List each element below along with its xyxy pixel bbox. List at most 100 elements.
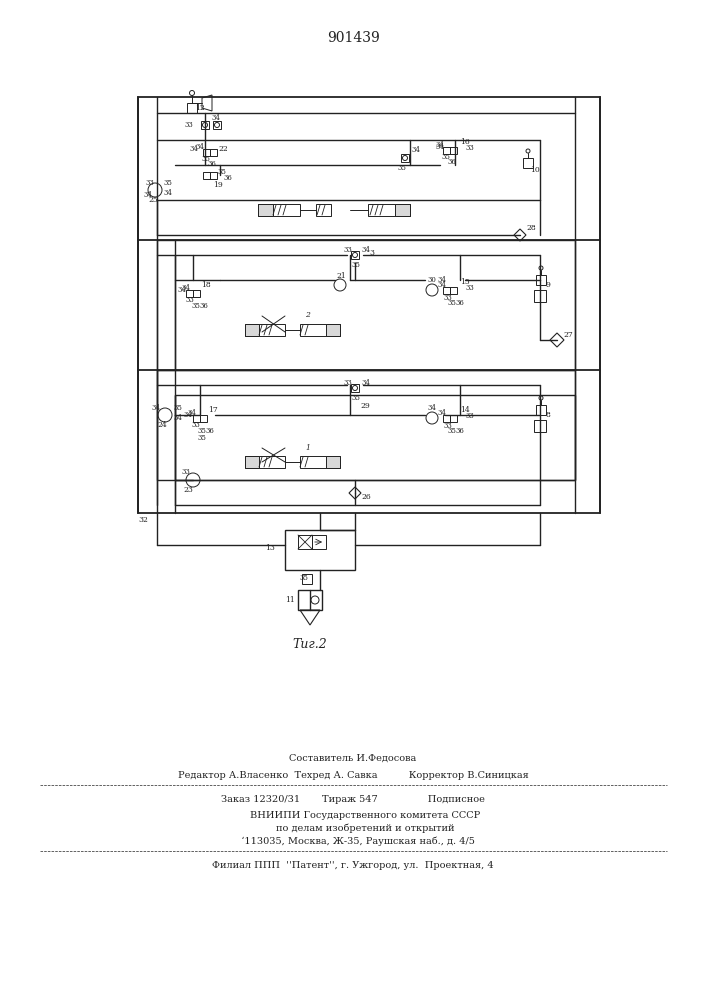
Text: 11: 11 <box>285 596 295 604</box>
Text: 35: 35 <box>191 302 200 310</box>
Text: 35: 35 <box>164 179 173 187</box>
Text: 33: 33 <box>343 379 352 387</box>
Text: 34: 34 <box>173 414 182 422</box>
Bar <box>443 146 450 153</box>
Bar <box>450 414 457 422</box>
Text: 21: 21 <box>336 272 346 280</box>
Bar <box>157 370 575 480</box>
Bar <box>203 172 210 178</box>
Bar <box>258 204 300 216</box>
Bar <box>245 456 259 468</box>
Bar <box>298 590 322 610</box>
Text: 23: 23 <box>183 486 193 494</box>
Text: 34: 34 <box>152 404 161 412</box>
Text: ‘113035, Москва, Ж-35, Раушская наб., д. 4/5: ‘113035, Москва, Ж-35, Раушская наб., д.… <box>232 836 474 846</box>
Bar <box>298 535 312 549</box>
Text: 22: 22 <box>218 145 228 153</box>
Text: 35: 35 <box>448 299 457 307</box>
Text: 35: 35 <box>352 394 361 402</box>
Text: 34: 34 <box>362 246 371 254</box>
Bar <box>523 158 533 168</box>
Text: 9: 9 <box>545 281 550 289</box>
Bar <box>395 204 410 216</box>
Bar <box>536 275 546 285</box>
Text: 33: 33 <box>466 284 474 292</box>
Bar <box>300 324 340 336</box>
Text: 33: 33 <box>443 422 452 430</box>
Bar <box>326 324 340 336</box>
Bar <box>245 324 285 336</box>
Text: 13: 13 <box>265 544 275 552</box>
Bar <box>193 290 200 296</box>
Bar <box>534 290 546 302</box>
Bar <box>443 414 450 422</box>
Text: 1: 1 <box>305 444 310 452</box>
Text: 34: 34 <box>362 379 371 387</box>
Text: 32: 32 <box>138 516 148 524</box>
Text: 33: 33 <box>465 144 474 152</box>
Text: Τиг.2: Τиг.2 <box>293 639 327 652</box>
Bar <box>175 395 575 480</box>
Bar <box>201 121 209 129</box>
Text: 33: 33 <box>443 294 452 302</box>
Bar <box>213 121 221 129</box>
Text: 901439: 901439 <box>327 31 380 45</box>
Text: 28: 28 <box>526 224 536 232</box>
Text: 27: 27 <box>563 331 573 339</box>
Bar <box>312 535 326 549</box>
Text: Редактор А.Власенко  Техред А. Савка          Корректор В.Синицкая: Редактор А.Власенко Техред А. Савка Корр… <box>177 770 528 780</box>
Text: 34: 34 <box>212 114 221 122</box>
Text: 33: 33 <box>185 121 193 129</box>
Text: 33: 33 <box>192 421 201 429</box>
Text: 35: 35 <box>300 574 309 582</box>
Text: Заказ 12320/31       Тираж 547                Подписное: Заказ 12320/31 Тираж 547 Подписное <box>221 796 485 804</box>
Text: 26: 26 <box>361 493 370 501</box>
Text: Составитель И.Федосова: Составитель И.Федосова <box>289 754 416 762</box>
Bar <box>316 204 331 216</box>
Bar <box>302 574 312 584</box>
Text: 36: 36 <box>199 302 208 310</box>
Text: 34: 34 <box>190 145 199 153</box>
Text: 16: 16 <box>460 138 469 146</box>
Text: 36: 36 <box>456 427 465 435</box>
Text: 33: 33 <box>145 179 153 187</box>
Text: 34: 34 <box>177 286 186 294</box>
Text: 35: 35 <box>448 427 457 435</box>
Bar <box>536 405 546 415</box>
Text: 34: 34 <box>188 409 197 417</box>
Bar <box>210 148 217 155</box>
Text: 33: 33 <box>182 468 191 476</box>
Text: 36: 36 <box>448 158 457 166</box>
Text: 35: 35 <box>442 153 451 161</box>
Text: 35: 35 <box>202 155 211 163</box>
Bar <box>351 384 359 392</box>
Text: 15: 15 <box>460 278 469 286</box>
Text: 34: 34 <box>427 404 436 412</box>
Text: Филиал ППП  ''Патент'', г. Ужгород, ул.  Проектная, 4: Филиал ППП ''Патент'', г. Ужгород, ул. П… <box>212 861 493 870</box>
Text: 34: 34 <box>163 189 172 197</box>
Bar <box>450 286 457 294</box>
Text: 35: 35 <box>197 434 206 442</box>
Bar <box>300 456 340 468</box>
Text: по делам изобретений и открытий: по делам изобретений и открытий <box>251 823 455 833</box>
Text: 34: 34 <box>438 281 447 289</box>
Bar <box>443 286 450 294</box>
Text: 24: 24 <box>157 421 167 429</box>
Text: 34: 34 <box>184 411 193 419</box>
Text: 19: 19 <box>213 181 223 189</box>
Text: 12: 12 <box>195 104 205 112</box>
Text: 36: 36 <box>456 299 465 307</box>
Text: 34: 34 <box>412 146 421 154</box>
Bar <box>193 414 200 422</box>
Bar <box>138 97 600 513</box>
Text: 18: 18 <box>201 281 211 289</box>
Text: 34: 34 <box>435 143 444 151</box>
Bar <box>187 103 197 113</box>
Text: 35: 35 <box>352 261 361 269</box>
Text: 14: 14 <box>460 406 469 414</box>
Text: 35: 35 <box>218 168 227 176</box>
Text: ВНИИПИ Государственного комитета СССР: ВНИИПИ Государственного комитета СССР <box>226 810 481 820</box>
Bar <box>450 146 457 153</box>
Bar <box>326 456 340 468</box>
Text: 33: 33 <box>185 296 194 304</box>
